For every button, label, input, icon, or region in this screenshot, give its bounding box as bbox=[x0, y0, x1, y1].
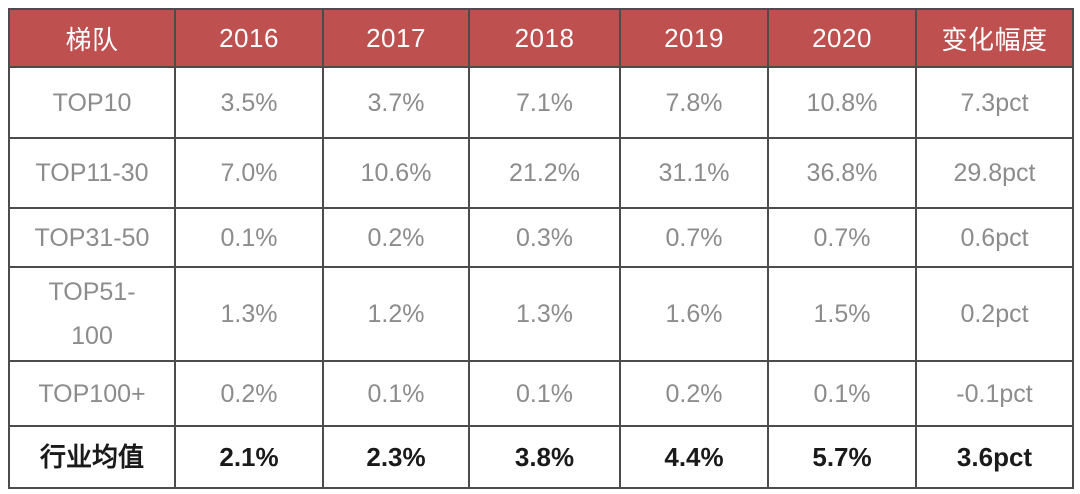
header-cell-3: 2018 bbox=[468, 8, 621, 68]
table-row-2: TOP31-50 0.1% 0.2% 0.3% 0.7% 0.7% 0.6pct bbox=[8, 207, 1074, 268]
data-cell: 3.7% bbox=[322, 66, 470, 139]
header-cell-1: 2016 bbox=[174, 8, 324, 68]
data-cell: 1.6% bbox=[619, 266, 769, 362]
table-row-0: TOP10 3.5% 3.7% 7.1% 7.8% 10.8% 7.3pct bbox=[8, 66, 1074, 139]
data-cell: 2.3% bbox=[322, 425, 470, 489]
data-cell: 0.1% bbox=[174, 207, 324, 268]
data-cell: 29.8pct bbox=[915, 137, 1074, 209]
data-cell: 1.3% bbox=[174, 266, 324, 362]
row-label-cell: TOP100+ bbox=[8, 360, 176, 427]
data-cell: 0.3% bbox=[468, 207, 621, 268]
data-cell: 4.4% bbox=[619, 425, 769, 489]
table-row-3: TOP51-100 1.3% 1.2% 1.3% 1.6% 1.5% 0.2pct bbox=[8, 266, 1074, 362]
data-cell: 1.5% bbox=[767, 266, 917, 362]
data-cell: 0.2pct bbox=[915, 266, 1074, 362]
data-cell: 1.2% bbox=[322, 266, 470, 362]
row-label: TOP10 bbox=[52, 88, 132, 117]
data-cell: 0.2% bbox=[174, 360, 324, 427]
data-cell: 31.1% bbox=[619, 137, 769, 209]
table-body: TOP10 3.5% 3.7% 7.1% 7.8% 10.8% 7.3pct TOP11-30… bbox=[8, 66, 1074, 489]
data-cell: 0.1% bbox=[322, 360, 470, 427]
data-cell: 21.2% bbox=[468, 137, 621, 209]
row-label: 行业均值 bbox=[39, 442, 144, 472]
data-cell: 5.7% bbox=[767, 425, 917, 489]
row-label-cell: TOP51-100 bbox=[8, 266, 176, 362]
data-cell: 2.1% bbox=[174, 425, 324, 489]
data-cell: 3.6pct bbox=[915, 425, 1074, 489]
header-cell-5: 2020 bbox=[767, 8, 917, 68]
row-label-cell: 行业均值 bbox=[8, 425, 176, 489]
data-cell: 3.8% bbox=[468, 425, 621, 489]
data-cell: 7.1% bbox=[468, 66, 621, 139]
row-label: TOP51-100 bbox=[48, 278, 136, 350]
data-cell: 10.8% bbox=[767, 66, 917, 139]
row-label: TOP100+ bbox=[38, 379, 146, 408]
data-cell: 0.1% bbox=[468, 360, 621, 427]
data-cell: 0.1% bbox=[767, 360, 917, 427]
data-cell: 7.8% bbox=[619, 66, 769, 139]
data-cell: 7.0% bbox=[174, 137, 324, 209]
data-cell: 36.8% bbox=[767, 137, 917, 209]
data-cell: 3.5% bbox=[174, 66, 324, 139]
tier-share-table: 梯队 2016 2017 2018 2019 2020 变化幅度 TOP10 3.5% 3.7%… bbox=[8, 8, 1074, 489]
row-label-cell: TOP31-50 bbox=[8, 207, 176, 268]
header-row: 梯队 2016 2017 2018 2019 2020 变化幅度 bbox=[8, 8, 1074, 68]
data-cell: -0.1pct bbox=[915, 360, 1074, 427]
data-cell: 0.2% bbox=[322, 207, 470, 268]
data-cell: 0.7% bbox=[767, 207, 917, 268]
data-cell: 0.6pct bbox=[915, 207, 1074, 268]
header-cell-2: 2017 bbox=[322, 8, 470, 68]
row-label: TOP31-50 bbox=[34, 223, 150, 252]
row-label: TOP11-30 bbox=[35, 159, 149, 187]
header-cell-0: 梯队 bbox=[8, 8, 176, 68]
data-cell: 7.3pct bbox=[915, 66, 1074, 139]
table-header: 梯队 2016 2017 2018 2019 2020 变化幅度 bbox=[8, 8, 1074, 68]
table-row-4: TOP100+ 0.2% 0.1% 0.1% 0.2% 0.1% -0.1pct bbox=[8, 360, 1074, 427]
data-cell: 1.3% bbox=[468, 266, 621, 362]
header-cell-6: 变化幅度 bbox=[915, 8, 1074, 68]
table-row-5: 行业均值 2.1% 2.3% 3.8% 4.4% 5.7% 3.6pct bbox=[8, 425, 1074, 489]
table-row-1: TOP11-30 7.0% 10.6% 21.2% 31.1% 36.8% 29.8pct bbox=[8, 137, 1074, 209]
data-cell: 0.7% bbox=[619, 207, 769, 268]
row-label-cell: TOP10 bbox=[8, 66, 176, 139]
row-label-cell: TOP11-30 bbox=[8, 137, 176, 209]
data-cell: 0.2% bbox=[619, 360, 769, 427]
header-cell-4: 2019 bbox=[619, 8, 769, 68]
data-cell: 10.6% bbox=[322, 137, 470, 209]
